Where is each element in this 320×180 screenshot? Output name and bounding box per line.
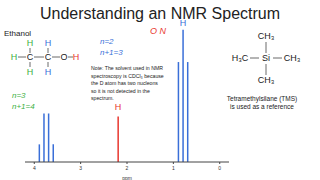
svg-text:spectroscopy is CDCl₃ because: spectroscopy is CDCl₃ because — [91, 73, 164, 79]
svg-text:spectrum.: spectrum. — [91, 95, 114, 101]
svg-text:O N: O N — [150, 26, 167, 36]
svg-text:O: O — [60, 52, 67, 62]
svg-text:4: 4 — [33, 165, 36, 171]
svg-text:Si: Si — [262, 53, 270, 63]
svg-text:CH₃: CH₃ — [258, 31, 275, 41]
svg-text:H: H — [73, 52, 80, 62]
svg-text:n=3: n=3 — [12, 91, 26, 100]
svg-text:H₃C: H₃C — [232, 53, 249, 63]
svg-text:C: C — [27, 52, 34, 62]
svg-text:n+1=3: n+1=3 — [100, 48, 123, 57]
svg-text:n+1=4: n+1=4 — [12, 102, 35, 111]
svg-text:H: H — [180, 18, 187, 28]
svg-text:Tetramethylsilane (TMS): Tetramethylsilane (TMS) — [227, 95, 297, 103]
svg-text:3: 3 — [79, 165, 82, 171]
svg-text:ppm: ppm — [122, 175, 132, 180]
svg-text:H: H — [45, 67, 52, 77]
svg-text:H: H — [27, 67, 34, 77]
svg-text:CH₃: CH₃ — [258, 75, 275, 85]
svg-text:H: H — [45, 38, 52, 48]
svg-text:H: H — [115, 102, 122, 112]
svg-text:C: C — [45, 52, 52, 62]
svg-text:1: 1 — [172, 165, 175, 171]
svg-text:Ethanol: Ethanol — [8, 29, 31, 38]
svg-text:so it is not detected in the: so it is not detected in the — [91, 88, 150, 94]
svg-text:is used as a reference: is used as a reference — [230, 103, 294, 110]
svg-text:0: 0 — [218, 165, 221, 171]
svg-text:2: 2 — [126, 165, 129, 171]
svg-text:H: H — [27, 38, 34, 48]
svg-text:H: H — [11, 52, 18, 62]
svg-text:n=2: n=2 — [100, 37, 114, 46]
svg-text:Understanding an NMR Spectrum: Understanding an NMR Spectrum — [40, 5, 280, 22]
svg-text:Note: The solvent used in NMR: Note: The solvent used in NMR — [91, 65, 163, 71]
svg-text:CH₃: CH₃ — [284, 53, 301, 63]
svg-text:the D atom has two nucleons: the D atom has two nucleons — [91, 80, 158, 86]
